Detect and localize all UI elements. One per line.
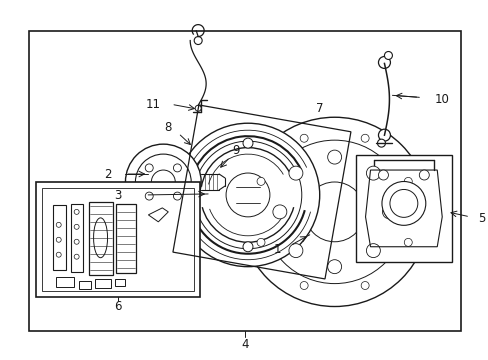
Circle shape <box>173 192 181 200</box>
Circle shape <box>419 170 428 180</box>
Circle shape <box>173 164 181 172</box>
Circle shape <box>378 129 389 141</box>
Text: 10: 10 <box>433 93 448 106</box>
Circle shape <box>74 239 79 244</box>
Circle shape <box>125 144 201 220</box>
Circle shape <box>378 57 389 68</box>
Circle shape <box>361 134 368 142</box>
Bar <box>355 155 451 262</box>
Circle shape <box>225 173 269 217</box>
Circle shape <box>56 252 61 257</box>
Text: 5: 5 <box>477 212 485 225</box>
Circle shape <box>243 242 252 252</box>
Text: 3: 3 <box>114 189 121 202</box>
Circle shape <box>366 166 380 180</box>
Circle shape <box>145 164 153 172</box>
Text: 1: 1 <box>274 243 281 256</box>
Circle shape <box>404 177 411 185</box>
Circle shape <box>272 205 286 219</box>
Text: 9: 9 <box>232 144 239 157</box>
Circle shape <box>384 51 392 59</box>
Text: 7: 7 <box>315 102 323 115</box>
Circle shape <box>194 37 202 45</box>
Circle shape <box>300 282 307 289</box>
Circle shape <box>263 140 406 284</box>
Circle shape <box>74 224 79 229</box>
Circle shape <box>56 222 61 227</box>
Circle shape <box>195 105 201 111</box>
Circle shape <box>56 237 61 242</box>
Circle shape <box>74 210 79 214</box>
Circle shape <box>300 134 307 142</box>
Bar <box>41 188 194 291</box>
Text: 11: 11 <box>145 98 160 111</box>
Circle shape <box>176 123 319 267</box>
Circle shape <box>327 260 341 274</box>
Circle shape <box>389 189 417 217</box>
Circle shape <box>243 138 252 148</box>
Circle shape <box>327 150 341 164</box>
Bar <box>36 182 200 297</box>
Bar <box>56 276 74 287</box>
Circle shape <box>366 244 380 258</box>
Circle shape <box>257 177 264 185</box>
Circle shape <box>145 192 153 200</box>
Text: 4: 4 <box>241 338 248 351</box>
Circle shape <box>382 205 396 219</box>
Bar <box>94 279 110 288</box>
Bar <box>29 31 460 332</box>
Circle shape <box>361 282 368 289</box>
Text: 8: 8 <box>164 121 172 134</box>
Bar <box>115 279 125 285</box>
Circle shape <box>288 244 302 258</box>
Circle shape <box>377 139 385 147</box>
Bar <box>79 280 90 289</box>
Text: 2: 2 <box>104 167 111 180</box>
Circle shape <box>135 154 191 210</box>
Circle shape <box>240 117 428 306</box>
Circle shape <box>288 166 302 180</box>
Circle shape <box>381 181 425 225</box>
Circle shape <box>404 238 411 246</box>
Circle shape <box>151 170 175 194</box>
Circle shape <box>378 170 387 180</box>
Text: 6: 6 <box>114 300 122 313</box>
Circle shape <box>257 238 264 246</box>
Circle shape <box>304 182 364 242</box>
Circle shape <box>194 141 301 249</box>
Circle shape <box>74 254 79 259</box>
